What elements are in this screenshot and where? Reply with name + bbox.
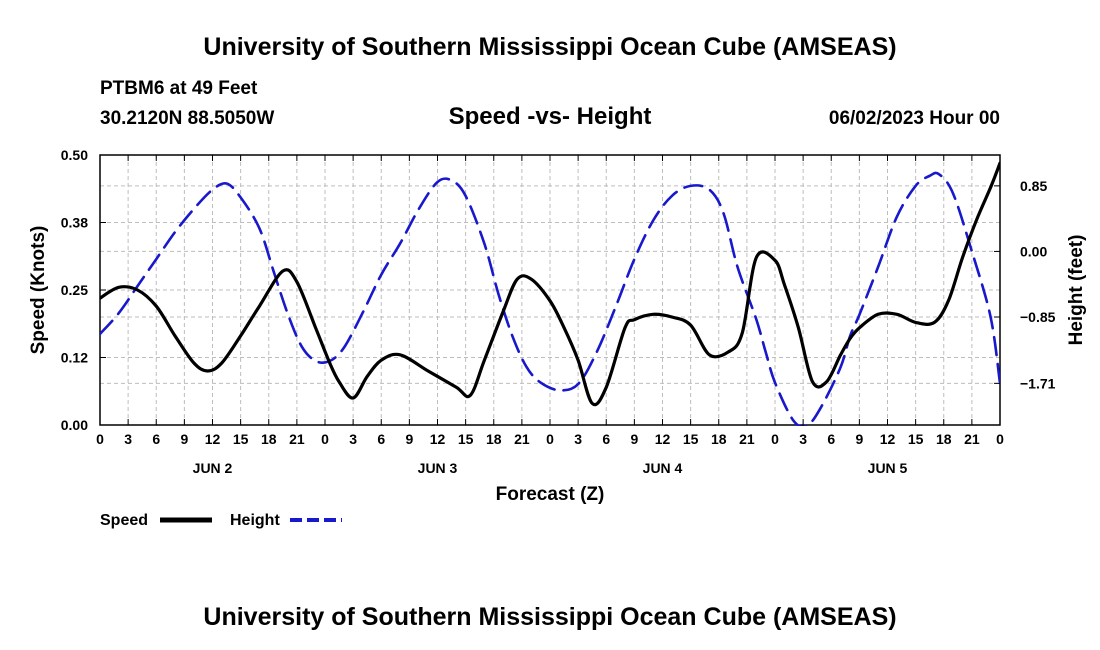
series-speed-line <box>100 161 1000 407</box>
x-tick-label: 12 <box>655 431 671 447</box>
x-tick-label: 6 <box>827 431 835 447</box>
y-right-tick-label: −0.85 <box>1020 309 1056 325</box>
y-left-tick-label: 0.12 <box>61 350 88 366</box>
x-tick-label: 6 <box>602 431 610 447</box>
y-left-tick-label: 0.00 <box>61 417 88 433</box>
y-left-tick-label: 0.25 <box>61 282 88 298</box>
location-label: 30.2120N 88.5050W <box>100 108 274 129</box>
x-tick-label: 9 <box>405 431 413 447</box>
y-right-tick-label: 0.85 <box>1020 178 1047 194</box>
legend-speed-label: Speed <box>100 512 148 529</box>
x-tick-label: 3 <box>349 431 357 447</box>
x-tick-label: 18 <box>486 431 502 447</box>
day-label: JUN 2 <box>193 460 233 476</box>
y-left-tick-label: 0.50 <box>61 147 88 163</box>
x-tick-label: 21 <box>514 431 530 447</box>
x-tick-label: 9 <box>180 431 188 447</box>
chart-subtitle: Speed -vs- Height <box>449 103 652 130</box>
y-axis-right-label: Height (feet) <box>1066 235 1087 346</box>
y-right-tick-label: 0.00 <box>1020 243 1047 259</box>
x-tick-label: 18 <box>936 431 952 447</box>
x-tick-label: 15 <box>458 431 474 447</box>
day-label: JUN 4 <box>643 460 683 476</box>
x-tick-label: 3 <box>574 431 582 447</box>
footer-title: University of Southern Mississippi Ocean… <box>203 603 896 631</box>
x-tick-label: 6 <box>152 431 160 447</box>
y-left-tick-label: 0.38 <box>61 215 88 231</box>
grid-lines <box>99 154 1001 426</box>
x-tick-label: 15 <box>908 431 924 447</box>
x-tick-label: 0 <box>996 431 1004 447</box>
x-axis-label: Forecast (Z) <box>496 484 605 505</box>
x-tick-label: 3 <box>124 431 132 447</box>
x-tick-label: 21 <box>739 431 755 447</box>
y-right-tick-label: −1.71 <box>1020 375 1056 391</box>
x-tick-label: 21 <box>964 431 980 447</box>
series-layer <box>100 161 1000 426</box>
chart-title: University of Southern Mississippi Ocean… <box>203 33 896 61</box>
x-tick-label: 0 <box>321 431 329 447</box>
x-tick-label: 9 <box>855 431 863 447</box>
x-tick-label: 9 <box>630 431 638 447</box>
x-tick-label: 12 <box>205 431 221 447</box>
x-tick-label: 12 <box>880 431 896 447</box>
station-label: PTBM6 at 49 Feet <box>100 78 258 99</box>
legend: Speed Height <box>100 512 342 529</box>
legend-height-label: Height <box>230 512 280 529</box>
x-tick-label: 6 <box>377 431 385 447</box>
x-tick-label: 21 <box>289 431 305 447</box>
axis-ticks: 0 3 6 9 12 15 18 21 0 3 6 9 12 15 18 21 0 3 6 9 12 15 18 21 0 3 6 9… <box>61 147 1056 476</box>
day-label: JUN 5 <box>868 460 908 476</box>
day-label: JUN 3 <box>418 460 458 476</box>
x-tick-label: 0 <box>96 431 104 447</box>
x-tick-label: 3 <box>799 431 807 447</box>
x-tick-label: 0 <box>771 431 779 447</box>
series-height-line <box>100 171 1000 426</box>
x-tick-label: 15 <box>233 431 249 447</box>
y-axis-left-label: Speed (Knots) <box>28 226 49 355</box>
x-tick-label: 18 <box>261 431 277 447</box>
date-label: 06/02/2023 Hour 00 <box>829 108 1000 129</box>
x-tick-label: 0 <box>546 431 554 447</box>
x-tick-label: 15 <box>683 431 699 447</box>
x-tick-label: 12 <box>430 431 446 447</box>
x-tick-label: 18 <box>711 431 727 447</box>
